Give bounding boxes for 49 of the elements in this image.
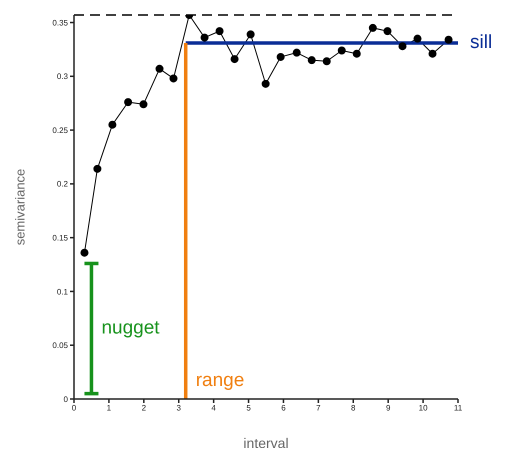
y-axis-title: semivariance [12,168,28,246]
point [276,52,285,61]
y-tick-label: 0.25 [52,126,69,135]
x-axis-title: interval [243,435,289,451]
point [322,57,331,66]
x-tick-label: 6 [281,404,286,413]
x-tick-label: 4 [211,404,216,413]
series-label: range [196,370,244,392]
point [262,80,270,88]
point [428,50,437,58]
point [93,164,102,173]
x-tick-label: 2 [142,404,147,413]
x-tick-label: 7 [316,404,322,413]
point [200,34,209,42]
point [308,56,316,64]
point [398,42,406,50]
point [139,100,148,108]
point [414,34,422,43]
point [169,74,178,82]
y-tick-label: 0 [64,394,69,404]
y-tick-label: 0.1 [56,287,69,296]
point [156,64,164,73]
x-tick-label: 8 [351,404,356,413]
y-tick-label: 0.35 [52,18,69,28]
y-tick-label: 0.05 [52,341,69,350]
point [108,120,116,129]
x-tick-label: 10 [418,404,428,413]
point [292,48,301,57]
y-tick-label: 0.3 [56,72,69,82]
point [230,55,239,64]
x-tick-label: 5 [246,404,252,413]
point [444,36,453,44]
x-tick-label: 3 [176,404,182,413]
point [80,248,88,257]
x-tick-label: 9 [386,404,391,413]
y-tick-label: 0.2 [56,180,69,189]
point [246,30,255,38]
x-tick-label: 1 [106,404,112,413]
point [124,98,132,106]
x-tick-label: 11 [454,404,463,413]
y-tick-label: 0.15 [52,233,69,242]
point [352,50,361,58]
point [368,24,377,32]
point [383,27,392,36]
series-label: sill [470,32,492,53]
point [216,27,224,36]
x-tick-label: 0 [72,404,77,413]
series-label: nugget [101,318,160,339]
point [338,46,346,54]
